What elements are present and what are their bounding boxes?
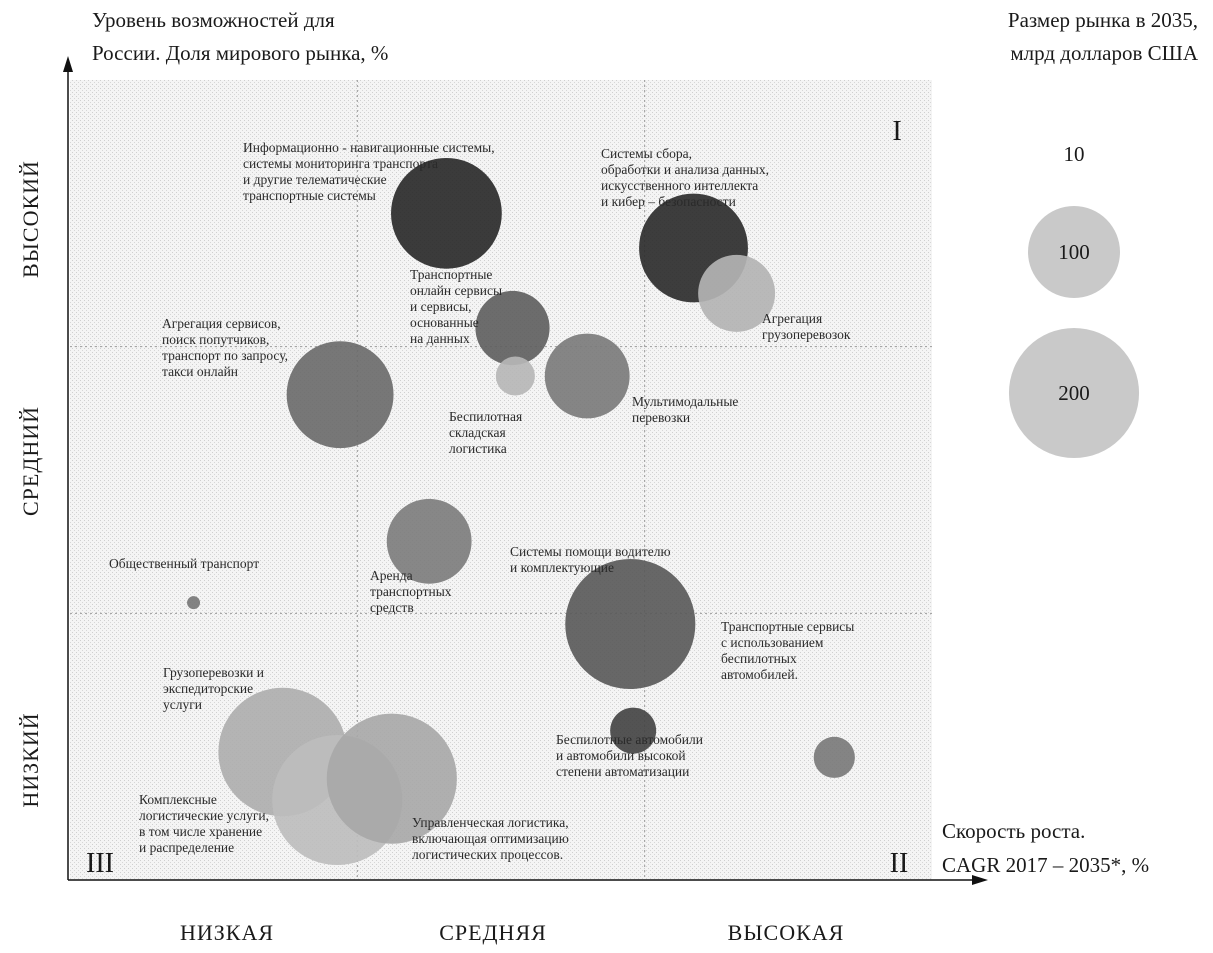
bubble [610, 707, 657, 754]
quadrant-label-I: I [892, 116, 901, 147]
legend-bubble [1008, 327, 1140, 459]
bubble [286, 341, 394, 449]
bubble [495, 356, 535, 396]
bubble [565, 558, 696, 690]
bubble [326, 713, 457, 844]
bubble [187, 596, 201, 610]
y-category-mid: СРЕДНИЙ [18, 406, 43, 516]
legend-size-label: 10 [1064, 142, 1085, 166]
size-legend: 10 100 200 [1008, 142, 1140, 459]
bubble-label: Управленческая логистика, включающая опти… [412, 815, 569, 862]
size-title-line-2: млрд долларов США [1010, 41, 1198, 65]
x-category-low: НИЗКАЯ [180, 920, 274, 945]
bubble-label: Системы сбора, обработки и анализа данных… [601, 146, 769, 209]
bubble-label: Транспортные онлайн сервисы и сервисы, осно… [410, 267, 502, 346]
bubble-label: Системы помощи водителю и комплектующие [510, 544, 671, 575]
x-axis-arrow [972, 875, 988, 885]
legend-size-label: 100 [1058, 240, 1090, 264]
bubble [813, 736, 855, 778]
bubble-label: Общественный транспорт [109, 556, 259, 571]
bubble [544, 333, 630, 419]
quadrant-label-II: II [890, 848, 909, 879]
bubble [475, 290, 550, 366]
legend-size-label: 200 [1058, 381, 1090, 405]
bubble [391, 157, 502, 269]
y-title-line-1: Уровень возможностей для [92, 8, 335, 32]
x-category-high: ВЫСОКАЯ [728, 920, 845, 945]
bubble-label: Грузоперевозки и экспедиторские услуги [163, 665, 264, 712]
x-title-line-1: Скорость роста. [942, 819, 1085, 843]
bubble-label: Мультимодальные перевозки [632, 394, 738, 425]
bubble-label: Аренда транспортных средств [370, 568, 452, 615]
bubble-label: Информационно - навигационные системы, си… [243, 140, 495, 203]
plot-area [70, 80, 932, 880]
y-axis-arrow [63, 56, 73, 72]
y-category-low: НИЗКИЙ [18, 712, 43, 807]
size-title-line-1: Размер рынка в 2035, [1008, 8, 1198, 32]
bubble-label: Комплексные логистические услуги, в том чи… [139, 792, 269, 855]
bubble-label: Беспилотные автомобили и автомобили высок… [556, 732, 703, 779]
bubble [386, 498, 472, 584]
y-category-high: ВЫСОКИЙ [18, 160, 43, 278]
bubble-label: Агрегация грузоперевозок [762, 311, 851, 342]
y-title-line-2: России. Доля мирового рынка, % [92, 41, 388, 65]
bubble-label: Беспилотная складская логистика [449, 409, 522, 456]
bubble [698, 254, 776, 332]
bubble-label: Агрегация сервисов, поиск попутчиков, тран… [162, 316, 288, 379]
bubble-series [187, 157, 855, 866]
x-category-mid: СРЕДНЯЯ [439, 920, 547, 945]
quadrant-label-III: III [86, 848, 114, 879]
axes [63, 56, 988, 885]
x-title-line-2: CAGR 2017 – 2035*, % [942, 853, 1149, 877]
bubble-labels: Информационно - навигационные системы, си… [109, 140, 854, 862]
bubble-label: Транспортные сервисы с использованием бесп… [721, 619, 854, 682]
legend-bubble [1028, 206, 1120, 298]
